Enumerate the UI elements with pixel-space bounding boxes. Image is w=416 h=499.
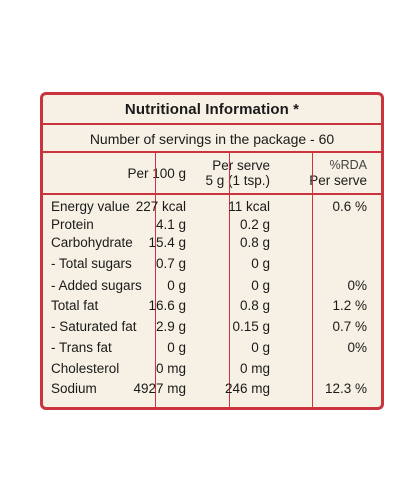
table-row: - Added sugars 0 g 0 g 0% xyxy=(43,276,381,296)
value-per-100g: 4.1 g xyxy=(155,217,186,232)
divider xyxy=(43,193,381,195)
table-row: - Total sugars 0.7 g 0 g xyxy=(43,254,381,274)
header-serve-size: 5 g (1 tsp.) xyxy=(205,173,270,188)
value-per-serve: 246 mg xyxy=(224,381,270,396)
divider xyxy=(43,151,381,153)
value-rda: 0% xyxy=(347,340,367,355)
nutrient-name: Carbohydrate xyxy=(51,235,133,250)
nutrient-name: Sodium xyxy=(51,381,97,396)
servings-text: Number of servings in the package - 60 xyxy=(89,131,335,147)
value-per-100g: 0 g xyxy=(167,278,186,293)
value-per-100g: 0 mg xyxy=(155,361,186,376)
label-title: Nutritional Information * xyxy=(124,101,300,118)
table-row: - Saturated fat 2.9 g 0.15 g 0.7 % xyxy=(43,317,381,337)
table-row: - Trans fat 0 g 0 g 0% xyxy=(43,338,381,358)
nutrient-name: Cholesterol xyxy=(51,361,120,376)
column-divider xyxy=(155,151,156,407)
header-rda-per-serve: Per serve xyxy=(309,173,367,188)
value-per-serve: 11 kcal xyxy=(228,199,270,214)
value-rda: 0% xyxy=(347,278,367,293)
nutrient-name: - Total sugars xyxy=(51,256,132,271)
value-per-100g: 0 g xyxy=(167,340,186,355)
table-row: Cholesterol 0 mg 0 mg xyxy=(43,359,381,379)
table-row: Energy value 227 kcal 11 kcal 0.6 % xyxy=(43,197,381,217)
value-per-serve: 0.8 g xyxy=(239,298,270,313)
value-per-100g: 2.9 g xyxy=(155,319,186,334)
value-per-serve: 0.2 g xyxy=(239,217,270,232)
nutrient-name: Protein xyxy=(51,217,94,232)
nutrient-name: - Added sugars xyxy=(51,278,142,293)
table-row: Sodium 4927 mg 246 mg 12.3 % xyxy=(43,379,381,399)
value-per-100g: 4927 mg xyxy=(133,381,186,396)
value-per-serve: 0 g xyxy=(251,256,270,271)
table-row: Total fat 16.6 g 0.8 g 1.2 % xyxy=(43,296,381,316)
column-divider xyxy=(229,151,230,407)
nutrient-name: Total fat xyxy=(51,298,99,313)
header-rda: %RDA xyxy=(329,158,367,172)
value-rda: 1.2 % xyxy=(332,298,367,313)
value-rda: 0.7 % xyxy=(332,319,367,334)
table-row: Carbohydrate 15.4 g 0.8 g xyxy=(43,233,381,253)
value-per-100g: 16.6 g xyxy=(148,298,186,313)
value-per-100g: 15.4 g xyxy=(148,235,186,250)
header-per-100g: Per 100 g xyxy=(127,166,186,181)
value-per-serve: 0.8 g xyxy=(239,235,270,250)
value-per-serve: 0.15 g xyxy=(232,319,270,334)
value-per-100g: 227 kcal xyxy=(135,199,186,214)
nutrient-name: - Saturated fat xyxy=(51,319,137,334)
value-per-100g: 0.7 g xyxy=(155,256,186,271)
nutrition-label: Nutritional Information * Number of serv… xyxy=(40,92,384,410)
value-per-serve: 0 g xyxy=(251,340,270,355)
column-divider xyxy=(312,151,313,407)
divider xyxy=(43,123,381,125)
value-rda: 12.3 % xyxy=(324,381,367,396)
value-rda: 0.6 % xyxy=(332,199,367,214)
table-row: Protein 4.1 g 0.2 g xyxy=(43,215,381,235)
nutrient-name: - Trans fat xyxy=(51,340,112,355)
header-per-serve: Per serve xyxy=(212,158,270,173)
nutrient-name: Energy value xyxy=(51,199,130,214)
value-per-serve: 0 g xyxy=(251,278,270,293)
value-per-serve: 0 mg xyxy=(239,361,270,376)
